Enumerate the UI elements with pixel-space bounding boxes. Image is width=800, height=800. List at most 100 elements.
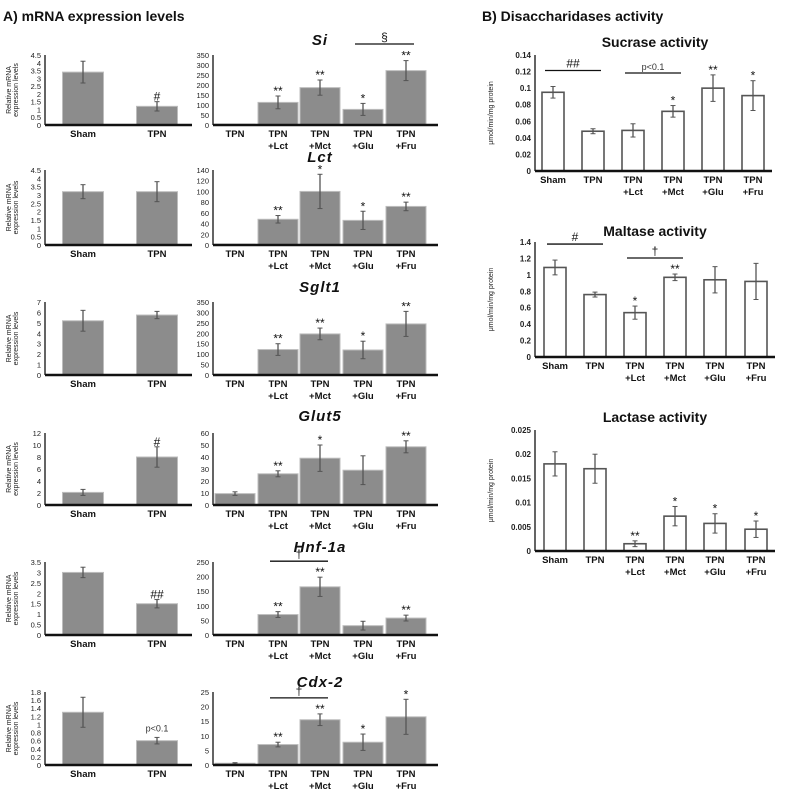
- x-tick-label: TPN: [226, 129, 245, 140]
- significance-mark: *: [713, 502, 718, 516]
- y-tick-label: 30: [201, 465, 209, 474]
- chart-lct-tpn: Lct020406080100120140TPN**TPN+Lct*TPN+Mc…: [196, 149, 438, 272]
- x-tick-label: TPN: [269, 379, 288, 390]
- x-tick-label: +Fru: [396, 391, 417, 402]
- x-tick-label: +Fru: [746, 373, 767, 384]
- x-tick-label: Sham: [542, 555, 568, 566]
- chart-sucrase: Sucrase activity 0 0.02 0.04 0.06 0.08 0.1 0.12…: [488, 34, 772, 198]
- chart-lactase: Lactase activity 0 0.005 0.01 0.015 0.02 0.025…: [488, 409, 775, 578]
- y-tick-label: 2: [37, 208, 41, 217]
- x-tick-label: Sham: [70, 249, 96, 260]
- y-tick-label: 8: [37, 453, 41, 462]
- x-tick-label: +Glu: [352, 521, 374, 532]
- significance-mark: ##: [150, 588, 164, 602]
- y-tick-label: 150: [196, 91, 209, 100]
- y-axis-label: Relative mRNA: [6, 445, 13, 493]
- y-tick-label: 10: [33, 441, 41, 450]
- y-tick-label: 0.1: [520, 84, 532, 93]
- y-tick-label: 200: [196, 81, 209, 90]
- x-tick-label: TPN: [354, 249, 373, 260]
- x-tick-label: TPN: [584, 175, 603, 186]
- x-tick-label: +Fru: [396, 141, 417, 152]
- y-tick-label: 0.02: [515, 150, 531, 159]
- chart-lct-sham: 00.511.522.533.544.5 Relative mRNA express…: [6, 166, 192, 260]
- y-tick-label: 1: [37, 361, 41, 370]
- y-tick-label: 2: [37, 350, 41, 359]
- y-axis-label: μmol/min/mg protein: [488, 81, 495, 145]
- y-axis-label: Relative mRNA: [6, 704, 13, 752]
- y-tick-label: 2.5: [31, 579, 41, 588]
- x-tick-label: TPN: [311, 769, 330, 780]
- y-tick-label: 1.5: [31, 600, 41, 609]
- y-tick-label: 300: [196, 308, 209, 317]
- x-tick-label: +Mct: [309, 141, 332, 152]
- bar: [136, 603, 178, 636]
- x-tick-label: +Mct: [309, 261, 332, 272]
- x-tick-label: +Mct: [309, 651, 332, 662]
- y-tick-label: 50: [201, 111, 209, 120]
- significance-mark: **: [401, 429, 411, 443]
- y-tick-label: 2: [37, 90, 41, 99]
- x-tick-label: TPN: [706, 555, 725, 566]
- x-tick-label: +Fru: [743, 187, 764, 198]
- x-tick-label: Sham: [70, 769, 96, 780]
- significance-mark: p<0.1: [146, 723, 169, 733]
- y-tick-label: 12: [33, 429, 41, 438]
- chart-cdx2-sham: 00.20.40.60.811.21.41.61.8 Relative mRNA e…: [6, 688, 192, 780]
- y-tick-label: 0.6: [520, 304, 532, 313]
- x-tick-label: TPN: [269, 639, 288, 650]
- chart-title: Lactase activity: [603, 409, 707, 425]
- x-tick-label: TPN: [148, 509, 167, 520]
- bar: [257, 744, 299, 766]
- bar: [583, 293, 607, 358]
- x-tick-label: TPN: [744, 175, 763, 186]
- y-tick-label: 4: [37, 477, 41, 486]
- y-tick-label: 0.2: [520, 337, 532, 346]
- bar: [581, 130, 605, 172]
- y-tick-label: 0.5: [31, 621, 41, 630]
- y-tick-label: 1.4: [520, 238, 532, 247]
- significance-mark: **: [670, 262, 680, 276]
- y-tick-label: 0.08: [515, 101, 531, 110]
- bracket-label: †: [652, 244, 659, 258]
- x-tick-label: +Lct: [625, 567, 646, 578]
- x-tick-label: +Glu: [352, 781, 374, 792]
- y-tick-label: 0: [205, 501, 209, 510]
- y-tick-label: 10: [201, 489, 209, 498]
- chart-title: Sglt1: [299, 279, 341, 296]
- significance-mark: **: [273, 600, 283, 614]
- x-tick-label: TPN: [148, 249, 167, 260]
- y-tick-label: 250: [196, 319, 209, 328]
- y-tick-label: 150: [196, 340, 209, 349]
- y-tick-label: 3: [37, 191, 41, 200]
- x-tick-label: TPN: [666, 555, 685, 566]
- y-tick-label: 0.12: [515, 68, 531, 77]
- y-tick-label: 0.02: [515, 450, 531, 459]
- x-tick-label: +Mct: [309, 391, 332, 402]
- y-tick-label: 20: [201, 703, 209, 712]
- y-tick-label: 3.5: [31, 183, 41, 192]
- x-tick-label: TPN: [586, 361, 605, 372]
- y-tick-label: 0.5: [31, 233, 41, 242]
- y-axis-label: μmol/min/mg protein: [488, 268, 495, 332]
- x-tick-label: TPN: [626, 361, 645, 372]
- x-tick-label: Sham: [70, 379, 96, 390]
- y-axis-label: expression levels: [13, 180, 20, 234]
- significance-mark: **: [273, 204, 283, 218]
- chart-title: Maltase activity: [603, 223, 707, 239]
- chart-maltase: Maltase activity 0 0.2 0.4 0.6 0.8 1 1.2 1.4 μmol…: [488, 223, 775, 384]
- x-tick-label: +Lct: [268, 141, 289, 152]
- y-tick-label: 150: [196, 587, 209, 596]
- x-tick-label: +Fru: [396, 651, 417, 662]
- y-tick-label: 0: [37, 501, 41, 510]
- y-tick-label: 0.005: [511, 523, 532, 532]
- y-tick-label: 2: [37, 589, 41, 598]
- y-tick-label: 2.5: [31, 82, 41, 91]
- y-tick-label: 0: [205, 371, 209, 380]
- significance-mark: *: [754, 509, 759, 523]
- y-tick-label: 4.5: [31, 166, 41, 175]
- y-tick-label: 0.025: [511, 426, 532, 435]
- bar: [62, 571, 104, 636]
- x-tick-label: Sham: [540, 175, 566, 186]
